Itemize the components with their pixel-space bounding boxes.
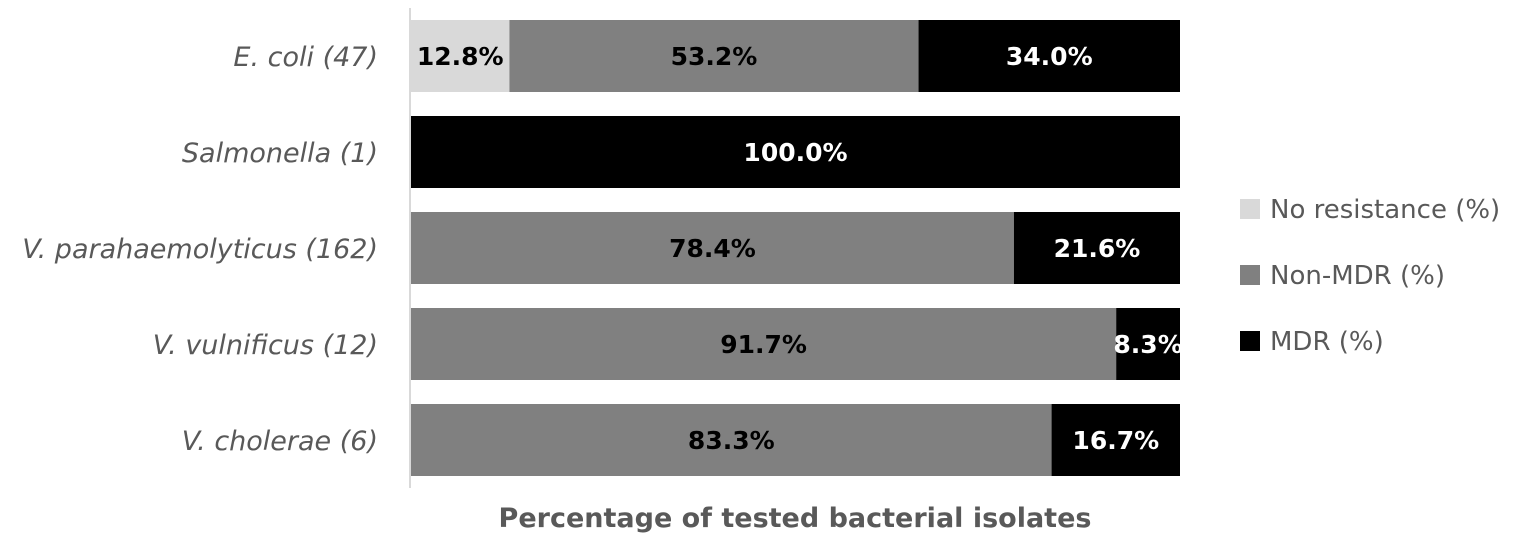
legend-swatch-mdr — [1240, 331, 1260, 351]
bar-no-resistance-e-coli-47 — [411, 20, 510, 92]
bar-non-mdr-v-vulnificus-12 — [411, 308, 1117, 380]
data-label-mdr-v-parahaemolyticus-162: 21.6% — [1054, 234, 1141, 263]
bar-mdr-v-cholerae-6 — [1051, 404, 1180, 476]
bar-mdr-salmonella-1 — [411, 116, 1180, 188]
category-label-e-coli-47: E. coli (47) — [233, 42, 378, 73]
category-label-salmonella-1: Salmonella (1) — [182, 138, 378, 169]
legend-label-no-resistance: No resistance (%) — [1270, 195, 1500, 225]
legend-label-mdr: MDR (%) — [1270, 327, 1384, 357]
category-label-v-cholerae-6: V. cholerae (6) — [182, 426, 378, 457]
legend-swatch-non-mdr — [1240, 265, 1260, 285]
bar-mdr-e-coli-47 — [918, 20, 1180, 92]
bar-mdr-v-parahaemolyticus-162 — [1013, 212, 1180, 284]
bar-non-mdr-v-cholerae-6 — [411, 404, 1052, 476]
category-label-v-parahaemolyticus-162: V. parahaemolyticus (162) — [22, 234, 378, 265]
data-label-non-mdr-e-coli-47: 53.2% — [671, 42, 758, 71]
bar-non-mdr-e-coli-47 — [509, 20, 919, 92]
data-label-mdr-v-cholerae-6: 16.7% — [1072, 426, 1159, 455]
data-label-mdr-v-vulnificus-12: 8.3% — [1113, 330, 1182, 359]
data-label-mdr-e-coli-47: 34.0% — [1006, 42, 1093, 71]
legend-label-non-mdr: Non-MDR (%) — [1270, 261, 1445, 291]
bars-group: 12.8% 53.2% 34.0% 100.0% 78.4% 21.6% 91.7% 8.3%… — [411, 20, 1183, 476]
bar-non-mdr-v-parahaemolyticus-162 — [411, 212, 1014, 284]
x-axis-title: Percentage of tested bacterial isolates — [499, 503, 1092, 534]
data-label-non-mdr-v-vulnificus-12: 91.7% — [720, 330, 807, 359]
data-label-no-resistance-e-coli-47: 12.8% — [417, 42, 504, 71]
category-label-v-vulnificus-12: V. vulnificus (12) — [153, 330, 378, 361]
legend: No resistance (%) Non-MDR (%) MDR (%) — [1240, 195, 1500, 357]
bar-mdr-v-vulnificus-12 — [1116, 308, 1180, 380]
data-label-non-mdr-v-cholerae-6: 83.3% — [688, 426, 775, 455]
legend-swatch-no-resistance — [1240, 199, 1260, 219]
data-label-non-mdr-v-parahaemolyticus-162: 78.4% — [669, 234, 756, 263]
data-label-mdr-salmonella-1: 100.0% — [743, 138, 847, 167]
category-labels: E. coli (47) Salmonella (1) V. parahaemoly… — [22, 42, 378, 457]
